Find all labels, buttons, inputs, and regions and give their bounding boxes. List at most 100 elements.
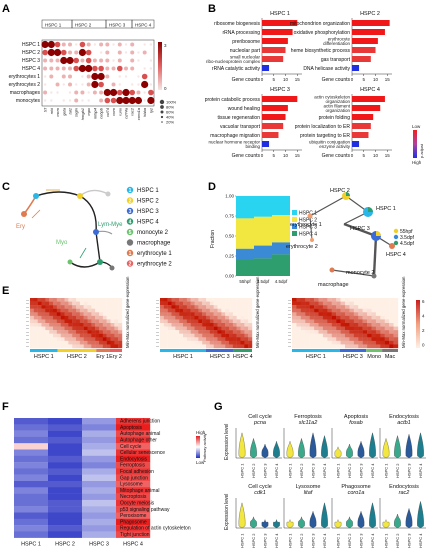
- e-cell: [183, 301, 188, 306]
- e-cell: [232, 312, 237, 317]
- b-subtitle: HSPC 1: [270, 11, 290, 17]
- e-cell: [167, 340, 172, 345]
- d-label-mac: macrophage: [318, 282, 349, 288]
- e-cell: [340, 333, 346, 338]
- f-cell: [14, 474, 49, 482]
- f-cell: [48, 424, 83, 431]
- c-legend-dot: [126, 197, 134, 204]
- e-cell: [179, 344, 184, 349]
- a-gene-label: hbba: [142, 107, 147, 117]
- e-cell: [331, 344, 337, 349]
- e-cell: [217, 344, 222, 349]
- e-cell: [327, 315, 332, 320]
- e-cell: [362, 298, 368, 302]
- e-cell: [76, 344, 81, 349]
- e-cell: [83, 319, 88, 324]
- e-cell: [322, 344, 328, 349]
- e-cell: [41, 298, 46, 302]
- e-cell: [95, 298, 100, 302]
- a-size-dot: [161, 121, 163, 123]
- f-pathway-label: Endocytosis: [120, 456, 147, 462]
- e-cell: [79, 344, 84, 349]
- a-dot: [60, 56, 68, 65]
- a-dot: [111, 82, 116, 87]
- e-cell: [322, 326, 328, 331]
- e-cell: [380, 337, 385, 342]
- e-cell: [371, 344, 377, 349]
- e-cell: [87, 298, 92, 302]
- a-gene-label: mki: [49, 108, 54, 114]
- e-cell: [300, 340, 306, 345]
- a-dot: [42, 49, 48, 56]
- e-cell: [296, 333, 302, 338]
- e-cell: [244, 308, 249, 313]
- e-cell: [380, 305, 385, 309]
- e-cell: [345, 344, 350, 349]
- e-cell: [389, 312, 394, 317]
- f-cell: [48, 481, 83, 488]
- b-term-label: rRNA processing: [222, 30, 260, 36]
- e-cell: [353, 301, 359, 306]
- e-cell: [87, 344, 92, 349]
- e-cell: [183, 330, 188, 334]
- panel-a-frame: [41, 39, 155, 107]
- e-cell: [240, 308, 245, 313]
- e-cell: [95, 326, 100, 331]
- e-cell: [183, 315, 188, 320]
- e-cell: [163, 315, 168, 320]
- e-cell: [244, 315, 249, 320]
- panel-f-legend-title: Pathway activity: [202, 433, 207, 462]
- e-cell: [175, 326, 180, 331]
- c-legend-dot: [126, 207, 134, 215]
- e-cell: [248, 337, 253, 342]
- e-cell: [217, 337, 222, 342]
- a-row-label: erythrocytes 1: [9, 74, 41, 80]
- e-cell: [217, 330, 222, 334]
- e-cell: [118, 319, 123, 324]
- e-cell: [336, 298, 341, 302]
- e-cell: [209, 344, 214, 349]
- e-cell: [33, 340, 38, 345]
- e-cell: [68, 312, 73, 317]
- e-cell: [314, 323, 319, 327]
- e-cell: [41, 308, 46, 313]
- panel-f-label: F: [2, 401, 9, 413]
- g-xtick: HSPC 2: [347, 463, 352, 478]
- e-gene-tick: —: [155, 309, 160, 313]
- c-legend-dot: [126, 260, 134, 267]
- e-cell: [296, 340, 302, 345]
- e-cell: [314, 333, 319, 338]
- e-cell: [362, 315, 368, 320]
- e-cell: [393, 323, 399, 327]
- d-xtick: 3.5dpf: [257, 279, 270, 284]
- e-cell: [87, 323, 92, 327]
- e-cell: [336, 344, 341, 349]
- e-cell: [110, 315, 115, 320]
- f-cell: [82, 531, 117, 538]
- e-cell: [198, 340, 203, 345]
- b-term-label: protein catabolic process: [205, 97, 261, 103]
- e-cell: [236, 305, 241, 309]
- f-cell: [116, 474, 151, 482]
- e-cell: [167, 337, 172, 342]
- e-cell: [171, 333, 176, 338]
- e-cell: [186, 333, 191, 338]
- e-cell: [292, 312, 297, 317]
- f-cell: [48, 462, 83, 469]
- e-cell: [79, 323, 84, 327]
- e-cell: [171, 337, 176, 342]
- e-cell: [358, 344, 363, 349]
- e-cell: [30, 298, 35, 302]
- f-cell: [116, 525, 151, 532]
- e-cell: [244, 337, 249, 342]
- e-cell: [53, 330, 58, 334]
- e-cell: [384, 340, 390, 345]
- g-xtick: HSPC 2: [299, 533, 304, 548]
- e-cell: [190, 333, 195, 338]
- e-cell: [110, 312, 115, 317]
- e-cell: [340, 326, 346, 331]
- a-dot: [137, 59, 140, 62]
- e-cell: [300, 337, 306, 342]
- e-cell: [198, 323, 203, 327]
